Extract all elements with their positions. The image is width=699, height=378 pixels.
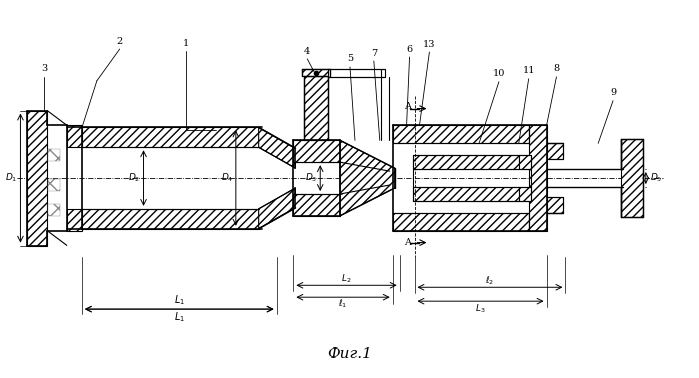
Text: 3: 3 xyxy=(41,64,48,73)
Polygon shape xyxy=(304,76,328,140)
Text: $D_3$: $D_3$ xyxy=(305,172,317,184)
Polygon shape xyxy=(519,187,531,201)
Polygon shape xyxy=(48,179,60,191)
Polygon shape xyxy=(259,127,296,168)
Polygon shape xyxy=(259,188,296,229)
Text: $L_2$: $L_2$ xyxy=(341,272,351,285)
Text: 9: 9 xyxy=(610,88,616,97)
Text: 13: 13 xyxy=(423,40,435,48)
Polygon shape xyxy=(412,187,519,201)
Polygon shape xyxy=(67,209,82,231)
Text: 4: 4 xyxy=(304,46,310,56)
Text: $\ell_2$: $\ell_2$ xyxy=(485,274,495,287)
Text: 10: 10 xyxy=(493,69,505,78)
Text: $D_5$: $D_5$ xyxy=(649,172,662,184)
Polygon shape xyxy=(82,209,259,229)
Polygon shape xyxy=(82,127,259,147)
Polygon shape xyxy=(547,143,563,159)
Polygon shape xyxy=(27,111,48,246)
Text: $L_1$: $L_1$ xyxy=(174,310,185,324)
Polygon shape xyxy=(294,140,340,162)
Polygon shape xyxy=(340,140,395,216)
Text: 6: 6 xyxy=(407,45,412,54)
Text: A: A xyxy=(404,238,411,247)
Text: $\ell_1$: $\ell_1$ xyxy=(338,298,347,310)
Polygon shape xyxy=(547,197,563,213)
Polygon shape xyxy=(294,194,340,216)
Text: 1: 1 xyxy=(183,39,189,48)
Polygon shape xyxy=(48,204,60,216)
Text: Фиг.1: Фиг.1 xyxy=(328,347,373,361)
Polygon shape xyxy=(48,111,67,125)
Text: 11: 11 xyxy=(522,67,535,75)
Polygon shape xyxy=(528,125,547,231)
Polygon shape xyxy=(393,125,528,143)
Text: $L_1$: $L_1$ xyxy=(174,293,185,307)
Polygon shape xyxy=(328,69,384,77)
Text: $D_4$: $D_4$ xyxy=(221,172,233,184)
Polygon shape xyxy=(48,149,60,161)
Polygon shape xyxy=(303,69,330,76)
Text: $D_2$: $D_2$ xyxy=(129,172,140,184)
Text: 2: 2 xyxy=(117,37,123,46)
Polygon shape xyxy=(621,139,643,217)
Polygon shape xyxy=(67,125,82,147)
Polygon shape xyxy=(48,231,67,246)
Text: 8: 8 xyxy=(554,64,559,73)
Polygon shape xyxy=(393,213,528,231)
Text: $L_3$: $L_3$ xyxy=(475,303,485,315)
Text: $D_1$: $D_1$ xyxy=(6,172,17,184)
Polygon shape xyxy=(412,155,519,169)
Text: 5: 5 xyxy=(347,54,353,64)
Polygon shape xyxy=(519,155,531,169)
Text: 7: 7 xyxy=(370,48,377,57)
Text: A: A xyxy=(404,102,411,111)
